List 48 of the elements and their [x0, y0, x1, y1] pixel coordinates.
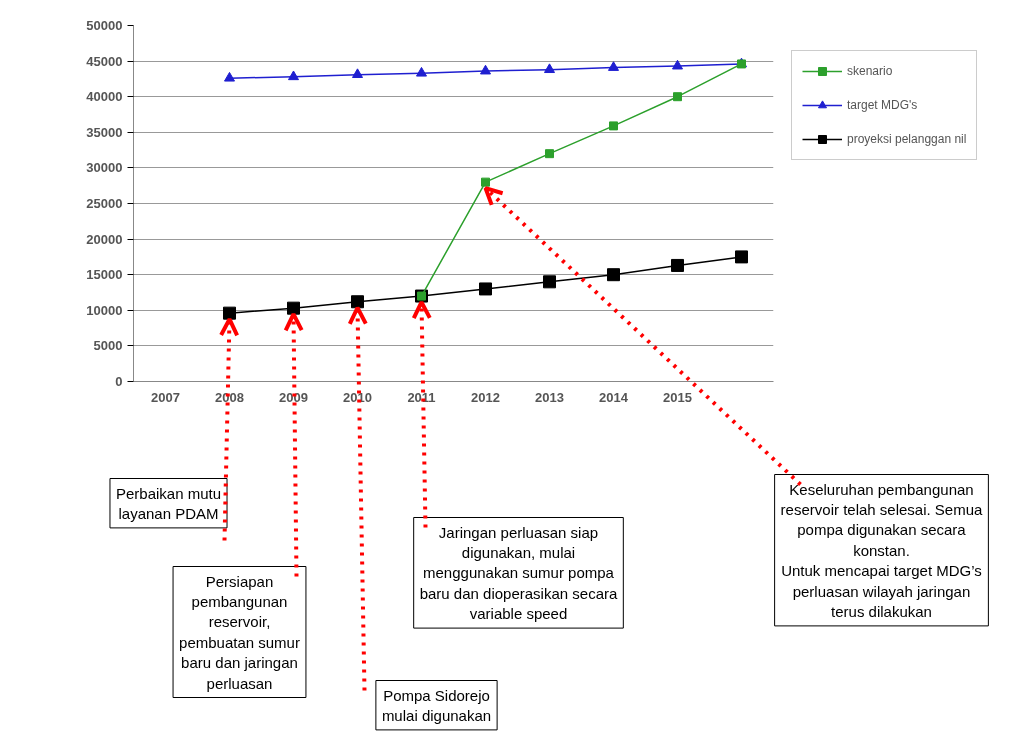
point: [224, 71, 235, 82]
point: [735, 250, 748, 264]
y-tick-label: 10000: [86, 302, 123, 318]
point: [416, 66, 427, 77]
y-tick-label: 20000: [86, 231, 123, 247]
annotation: Pompa Sidorejo mulai digunakan: [381, 686, 492, 724]
point: [545, 149, 554, 159]
y-tick-label: 0: [115, 374, 123, 389]
point: [288, 70, 299, 81]
point: [673, 92, 682, 102]
y-tick-label: 15000: [86, 267, 123, 283]
annotation: Keseluruhan pembangunan reservoir telah selesai. Semua pompa digunakan secara konstan. Untuk mencapai target MDG’s perluasan wilayah jaringan terus dilakukan: [780, 480, 984, 620]
annotation: Jaringan perluasan siap digunakan, mulai menggunakan sumur pompa baru dan dioperasikan secara variable speed: [419, 523, 618, 623]
point: [480, 64, 491, 75]
x-tick-label: 2009: [279, 389, 308, 405]
x-tick-label: 2014: [599, 389, 629, 405]
x-tick-label: 2008: [215, 389, 244, 405]
legend-label: proyeksi pelanggan nil: [847, 132, 967, 146]
x-tick-label: 2015: [663, 389, 692, 405]
y-tick-label: 35000: [86, 124, 123, 140]
x-tick-label: 2010: [343, 389, 372, 405]
y-tick-label: 50000: [86, 18, 123, 33]
point: [223, 306, 236, 320]
y-tick-label: 5000: [93, 338, 123, 354]
y-tick-label: 25000: [86, 196, 123, 211]
x-tick-label: 2013: [535, 389, 564, 405]
point: [351, 295, 364, 309]
y-tick-label: 30000: [86, 160, 123, 176]
legend-label: target MDG's: [847, 98, 918, 112]
annotation: Persiapan pembangunan reservoir, pembuatan sumur baru dan jaringan perluasan: [179, 572, 300, 692]
point: [287, 301, 300, 315]
point: [352, 68, 363, 79]
legend-label: skenario: [847, 64, 893, 78]
x-tick-label: 2011: [407, 389, 436, 405]
x-tick-label: 2012: [471, 389, 500, 405]
y-tick-label: 40000: [86, 89, 123, 105]
y-tick-label: 45000: [86, 53, 123, 69]
point: [543, 275, 556, 289]
point: [479, 282, 492, 296]
annotation: Perbaikan mutu layanan PDAM: [115, 484, 222, 522]
point: [672, 59, 683, 70]
point: [544, 63, 555, 74]
point: [607, 268, 620, 282]
point: [609, 121, 618, 131]
x-tick-label: 2007: [151, 389, 180, 405]
point: [608, 61, 619, 71]
point: [481, 177, 490, 187]
point: [671, 258, 684, 272]
